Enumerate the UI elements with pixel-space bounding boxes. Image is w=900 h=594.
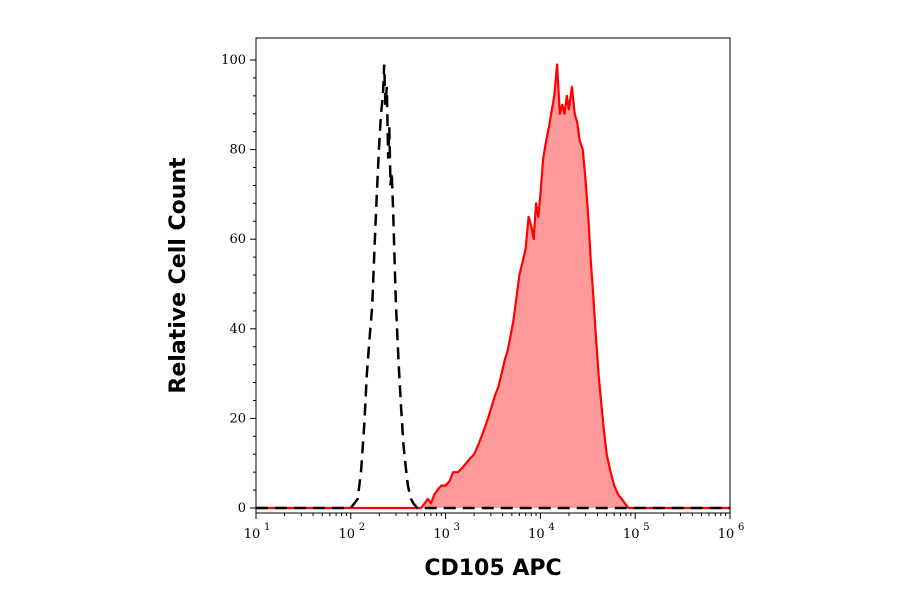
y-tick-label: 100: [221, 53, 246, 68]
x-axis-title: CD105 APC: [424, 556, 561, 581]
sample-histogram-line: [256, 63, 730, 510]
x-tick-label: 10: [433, 527, 450, 542]
sample-histogram-fill: [256, 64, 730, 508]
y-tick-label: 0: [238, 501, 246, 516]
x-tick-exponent: 2: [359, 522, 365, 533]
x-tick-exponent: 5: [643, 522, 649, 533]
x-tick-exponent: 6: [738, 522, 744, 533]
x-axis: 10 1 10 2 10 3 10 4 10 5 10 6: [244, 513, 744, 542]
x-tick-exponent: 1: [264, 522, 270, 533]
y-tick-label: 20: [229, 411, 246, 426]
x-tick-exponent: 3: [454, 522, 460, 533]
plot-area: [256, 63, 730, 510]
x-tick-label: 10: [339, 527, 356, 542]
y-axis: 0 20 40 60 80 100: [221, 53, 256, 516]
control-histogram-line: [256, 64, 730, 510]
y-tick-label: 80: [229, 143, 246, 158]
x-tick-exponent: 4: [548, 522, 554, 533]
y-axis-title: Relative Cell Count: [166, 157, 191, 394]
y-tick-label: 40: [229, 322, 246, 337]
x-tick-label: 10: [718, 527, 735, 542]
y-tick-label: 60: [229, 232, 246, 247]
x-tick-label: 10: [244, 527, 261, 542]
x-tick-label: 10: [528, 527, 545, 542]
x-tick-label: 10: [623, 527, 640, 542]
